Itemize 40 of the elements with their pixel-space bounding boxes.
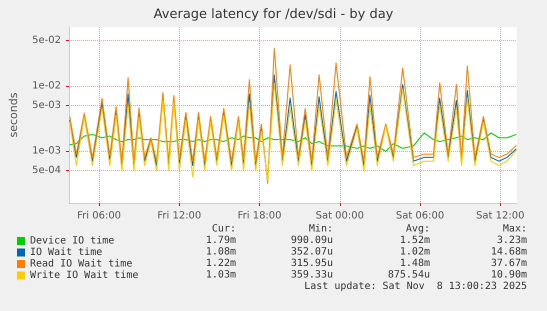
text: 315.95u [290, 258, 333, 269]
y-axis-title: seconds [7, 92, 20, 138]
text: 14.68m [490, 246, 527, 258]
x-tick-label: Sat 12:00 [476, 210, 524, 222]
text: 875.54u [388, 270, 430, 280]
text: 1.48m [400, 258, 430, 269]
line-series [69, 48, 517, 184]
text: Cur: [212, 224, 236, 234]
text: 352.07u [290, 246, 333, 258]
text: 990.09u [290, 235, 333, 246]
text: 359.33u [290, 270, 333, 280]
text: 10.90m [490, 270, 527, 280]
text: 3.23m [496, 235, 527, 246]
y-tick-label: 5e-04 [32, 165, 61, 176]
legend-label: Write IO Wait time [30, 270, 138, 281]
x-tick-label: Fri 12:00 [157, 210, 202, 222]
text: 1.02m [400, 246, 430, 258]
legend-label: Device IO time [30, 236, 114, 246]
text: Last update: Sat Nov 8 13:00:23 2025 [304, 281, 528, 292]
y-tick-label: 1e-03 [32, 146, 61, 157]
text: Min: [308, 224, 333, 234]
text: Avg: [406, 224, 430, 234]
legend-label: Read IO Wait time [30, 258, 132, 270]
y-tick-label: 1e-02 [32, 80, 61, 92]
y-tick-label: 5e-02 [32, 34, 61, 46]
y-tick-label: 5e-03 [32, 100, 61, 112]
x-tick-label: Fri 18:00 [238, 210, 282, 222]
line-series [69, 132, 517, 152]
text: 1.79m [206, 235, 236, 246]
text: 1.22m [206, 258, 236, 269]
text: 1.52m [400, 235, 430, 246]
text: 1.08m [206, 246, 236, 258]
legend-label: IO Wait time [30, 247, 102, 258]
x-tick-label: Sat 00:00 [316, 210, 364, 222]
x-tick-label: Sat 06:00 [396, 210, 444, 222]
x-tick-label: Fri 06:00 [77, 210, 122, 222]
chart-title: Average latency for /dev/sdi - by day [154, 7, 394, 22]
text: 37.67m [490, 258, 527, 269]
text: 1.03m [206, 270, 236, 280]
text: Max: [502, 224, 527, 234]
